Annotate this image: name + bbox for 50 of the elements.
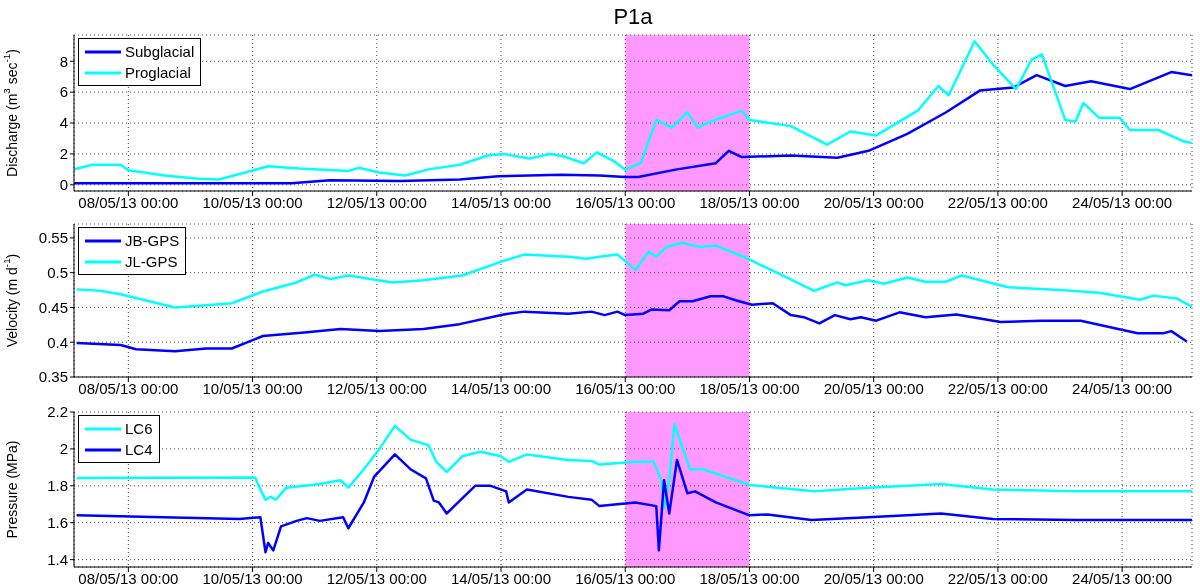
y-tick-label: 0.35	[38, 368, 68, 386]
x-tick-label: 22/05/13 00:00	[947, 569, 1048, 587]
y-tick-label: 0	[59, 176, 68, 194]
x-tick-label: 16/05/13 00:00	[575, 193, 676, 211]
legend-label: Subglacial	[125, 42, 195, 62]
x-tick-label: 10/05/13 00:00	[202, 379, 303, 397]
y-tick-label: 2	[59, 145, 68, 163]
y-tick-label: 1.4	[47, 550, 68, 568]
y-tick-label: 2.2	[47, 403, 68, 421]
x-tick-label: 18/05/13 00:00	[699, 193, 800, 211]
x-tick-label: 12/05/13 00:00	[326, 193, 427, 211]
x-tick-label: 08/05/13 00:00	[78, 193, 179, 211]
x-tick-label: 22/05/13 00:00	[947, 379, 1048, 397]
x-tick-label: 22/05/13 00:00	[947, 193, 1048, 211]
y-tick-label: 1.6	[47, 514, 68, 532]
x-tick-label: 08/05/13 00:00	[78, 569, 179, 587]
x-tick-label: 24/05/13 00:00	[1072, 569, 1173, 587]
x-tick-label: 08/05/13 00:00	[78, 379, 179, 397]
x-tick-label: 18/05/13 00:00	[699, 379, 800, 397]
x-tick-label: 20/05/13 00:00	[823, 569, 924, 587]
x-tick-label: 14/05/13 00:00	[450, 193, 552, 211]
x-tick-label: 16/05/13 00:00	[575, 569, 676, 587]
legend-label: JB-GPS	[125, 231, 180, 251]
y-tick-label: 0.55	[38, 229, 68, 247]
x-tick-label: 24/05/13 00:00	[1072, 193, 1173, 211]
x-tick-label: 14/05/13 00:00	[450, 569, 552, 587]
x-tick-label: 24/05/13 00:00	[1072, 379, 1173, 397]
y-tick-label: 6	[59, 83, 68, 101]
legend-label: JL-GPS	[125, 252, 178, 272]
x-tick-label: 12/05/13 00:00	[326, 569, 427, 587]
x-tick-label: 12/05/13 00:00	[326, 379, 427, 397]
legend-label: LC6	[125, 419, 153, 439]
y-tick-label: 0.4	[47, 333, 68, 351]
x-tick-label: 18/05/13 00:00	[699, 569, 800, 587]
y-tick-label: 0.5	[47, 264, 68, 282]
x-tick-label: 10/05/13 00:00	[202, 193, 303, 211]
x-tick-label: 16/05/13 00:00	[575, 379, 676, 397]
y-tick-label: 8	[59, 52, 68, 70]
legend-label: LC4	[125, 440, 153, 460]
x-tick-label: 20/05/13 00:00	[823, 379, 924, 397]
y-tick-label: 4	[59, 114, 68, 132]
y-tick-label: 0.45	[38, 298, 68, 316]
x-tick-label: 10/05/13 00:00	[202, 569, 303, 587]
chart-title: P1a	[612, 4, 654, 30]
y-tick-label: 2	[59, 440, 68, 458]
y-axis-title: Pressure (MPa)	[4, 440, 20, 539]
y-tick-label: 1.8	[47, 477, 68, 495]
x-tick-label: 14/05/13 00:00	[450, 379, 552, 397]
x-tick-label: 20/05/13 00:00	[823, 193, 924, 211]
legend-label: Proglacial	[125, 63, 191, 83]
